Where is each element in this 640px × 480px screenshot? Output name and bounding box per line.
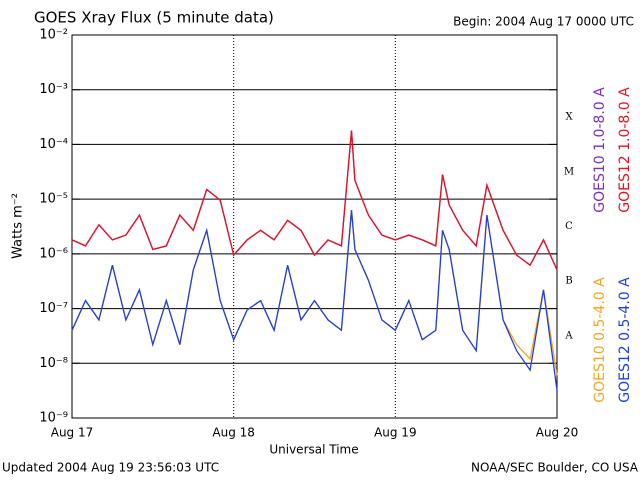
flare-class-label: X: [565, 112, 573, 123]
legend-label: GOES10 1.0-8.0 A: [592, 87, 608, 213]
x-tick-label: Aug 17: [51, 426, 94, 440]
plot-frame: [71, 34, 558, 419]
legend-label: GOES10 0.5-4.0 A: [592, 277, 608, 403]
y-tick-label: 10⁻²: [39, 28, 68, 43]
x-tick-label: Aug 19: [374, 426, 417, 440]
y-tick-label: 10⁻⁶: [39, 246, 68, 261]
y-tick-label: 10⁻⁴: [39, 137, 68, 152]
flare-class-label: B: [565, 276, 572, 287]
y-tick-label: 10⁻⁵: [39, 192, 68, 207]
chart-title: GOES Xray Flux (5 minute data): [34, 9, 274, 27]
y-tick-label: 10⁻⁹: [39, 411, 68, 426]
flare-class-label: C: [565, 221, 573, 232]
series-line: [71, 210, 558, 391]
y-tick-label: 10⁻⁸: [39, 356, 68, 371]
x-tick-label: Aug 20: [536, 426, 579, 440]
chart-subtitle: Begin: 2004 Aug 17 0000 UTC: [453, 15, 634, 29]
legend-label: GOES12 1.0-8.0 A: [617, 87, 633, 213]
series-line: [71, 130, 558, 271]
footer-left: Updated 2004 Aug 19 23:56:03 UTC: [2, 461, 219, 475]
y-tick-label: 10⁻⁷: [39, 301, 68, 316]
x-tick-label: Aug 18: [212, 426, 255, 440]
y-axis-label: Watts m⁻²: [11, 193, 26, 259]
footer-right: NOAA/SEC Boulder, CO USA: [471, 461, 639, 475]
legend-label: GOES12 0.5-4.0 A: [617, 277, 633, 403]
x-axis-label: Universal Time: [269, 443, 358, 457]
flare-class-label: M: [564, 166, 574, 177]
y-tick-label: 10⁻³: [39, 82, 68, 97]
flare-class-label: A: [564, 330, 573, 341]
series-line: [71, 210, 558, 376]
